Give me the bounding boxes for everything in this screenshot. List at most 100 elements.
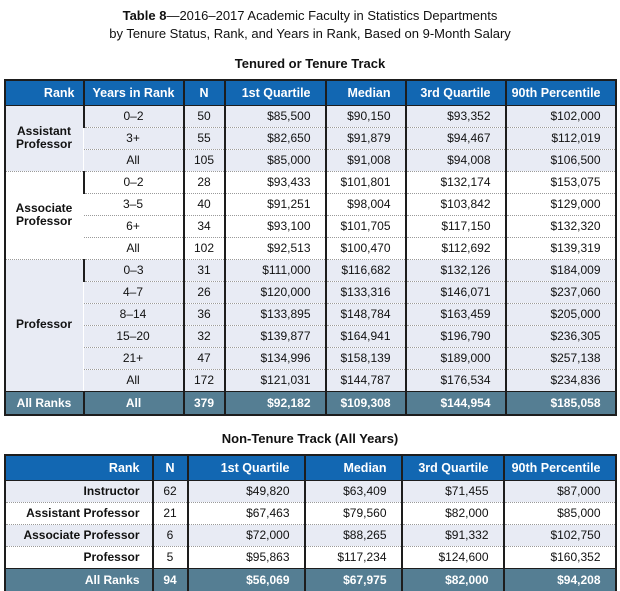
q3-cell: $93,352: [404, 105, 506, 128]
q3-cell: $82,000: [400, 567, 504, 591]
p90-cell: $234,836: [504, 368, 616, 392]
q1-cell: $93,100: [223, 214, 326, 238]
table-row: Associate Professor 6 $72,000 $88,265 $91,33…: [4, 523, 616, 547]
p90-cell: $112,019: [504, 126, 616, 150]
q3-cell: $91,332: [400, 523, 504, 547]
n-cell: 50: [182, 105, 225, 128]
table-row: Professor 5 $95,863 $117,234 $124,600 $160,35…: [4, 545, 616, 569]
q3-cell: $94,467: [404, 126, 506, 150]
n-cell: 102: [182, 236, 225, 260]
tenured-table: Rank Years in Rank N 1st Quartile Median 3rd …: [3, 78, 617, 416]
column-header-3rd-quartile: 3rd Quartile: [400, 454, 504, 481]
median-cell: $88,265: [303, 523, 402, 547]
p90-cell: $257,138: [504, 346, 616, 370]
table-row: 3+ 55 $82,650 $91,879 $94,467 $112,019: [5, 126, 616, 150]
column-header-median: Median: [303, 454, 402, 481]
q1-cell: $120,000: [223, 280, 326, 304]
n-cell: 379: [182, 390, 225, 415]
median-cell: $133,316: [324, 280, 406, 304]
p90-cell: $102,000: [504, 105, 616, 128]
p90-cell: $153,075: [504, 170, 616, 194]
years-cell: 8–14: [83, 302, 184, 326]
years-cell: 3–5: [83, 192, 184, 216]
title-line-1: Table 8—2016–2017 Academic Faculty in St…: [0, 7, 620, 25]
p90-cell: $184,009: [504, 258, 616, 282]
column-header-n: N: [182, 79, 225, 106]
column-header-3rd-quartile: 3rd Quartile: [404, 79, 506, 106]
q1-cell: $92,182: [223, 390, 326, 415]
rank-group-label: Associate Professor: [4, 170, 84, 260]
nontenure-section-title: Non-Tenure Track (All Years): [221, 430, 399, 446]
p90-cell: $160,352: [502, 545, 616, 569]
table-row: Instructor 62 $49,820 $63,409 $71,455 $87,000: [4, 480, 616, 503]
rank-label: Associate Professor: [4, 523, 153, 547]
p90-cell: $237,060: [504, 280, 616, 304]
years-cell: All: [83, 236, 184, 260]
p90-cell: $236,305: [504, 324, 616, 348]
q3-cell: $144,954: [404, 390, 506, 415]
table-row: All 172 $121,031 $144,787 $176,534 $234,836: [5, 368, 616, 392]
table-row: 6+ 34 $93,100 $101,705 $117,150 $132,320: [5, 214, 616, 238]
p90-cell: $132,320: [504, 214, 616, 238]
all-ranks-total-row: All Ranks 94 $56,069 $67,975 $82,000 $94,208: [4, 567, 616, 591]
median-cell: $91,008: [324, 148, 406, 172]
n-cell: 62: [151, 480, 188, 503]
p90-cell: $106,500: [504, 148, 616, 172]
table-number: Table 8: [122, 8, 167, 23]
nontenure-table-body: Instructor 62 $49,820 $63,409 $71,455 $87,000…: [4, 480, 616, 591]
q1-cell: $85,000: [223, 148, 326, 172]
years-cell: 0–2: [82, 170, 184, 194]
q1-cell: $72,000: [186, 523, 305, 547]
q3-cell: $112,692: [404, 236, 506, 260]
p90-cell: $94,208: [502, 567, 616, 591]
column-header-n: N: [151, 454, 188, 481]
q1-cell: $139,877: [223, 324, 326, 348]
n-cell: 34: [182, 214, 225, 238]
median-cell: $164,941: [324, 324, 406, 348]
q3-cell: $82,000: [400, 501, 504, 525]
q1-cell: $133,895: [223, 302, 326, 326]
q1-cell: $67,463: [186, 501, 305, 525]
q1-cell: $134,996: [223, 346, 326, 370]
table-row: All 102 $92,513 $100,470 $112,692 $139,319: [5, 236, 616, 260]
q3-cell: $71,455: [400, 480, 504, 503]
q1-cell: $85,500: [223, 105, 326, 128]
p90-cell: $185,058: [504, 390, 616, 415]
q3-cell: $103,842: [404, 192, 506, 216]
table-row: 8–14 36 $133,895 $148,784 $163,459 $205,000: [5, 302, 616, 326]
rank-label: Professor: [4, 545, 153, 569]
q3-cell: $163,459: [404, 302, 506, 326]
rank-group-label: Professor: [4, 258, 84, 392]
tenured-table-header: Rank Years in Rank N 1st Quartile Median 3rd …: [4, 79, 616, 106]
n-cell: 21: [151, 501, 188, 525]
q3-cell: $189,000: [404, 346, 506, 370]
n-cell: 40: [182, 192, 225, 216]
n-cell: 94: [151, 567, 188, 591]
p90-cell: $129,000: [504, 192, 616, 216]
table-row: Professor 0–3 31 $111,000 $116,682 $132,126 $1…: [4, 258, 616, 392]
q1-cell: $91,251: [223, 192, 326, 216]
table-row: 21+ 47 $134,996 $158,139 $189,000 $257,138: [5, 346, 616, 370]
median-cell: $98,004: [324, 192, 406, 216]
q1-cell: $56,069: [186, 567, 305, 591]
header-row: Rank Years in Rank N 1st Quartile Median 3rd …: [4, 79, 616, 106]
q3-cell: $132,174: [404, 170, 506, 194]
years-cell: All: [83, 368, 184, 392]
column-header-1st-quartile: 1st Quartile: [223, 79, 326, 106]
n-cell: 36: [182, 302, 225, 326]
table-row: Assistant Professor 21 $67,463 $79,560 $82,0…: [4, 501, 616, 525]
median-cell: $116,682: [324, 258, 406, 282]
median-cell: $63,409: [303, 480, 402, 503]
n-cell: 26: [182, 280, 225, 304]
table-row: 15–20 32 $139,877 $164,941 $196,790 $236,305: [5, 324, 616, 348]
p90-cell: $205,000: [504, 302, 616, 326]
column-header-median: Median: [324, 79, 406, 106]
years-cell: All: [82, 390, 184, 415]
median-cell: $148,784: [324, 302, 406, 326]
header-row: Rank N 1st Quartile Median 3rd Quartile 90th …: [4, 454, 616, 481]
document-title: Table 8—2016–2017 Academic Faculty in St…: [0, 0, 620, 43]
years-cell: All: [83, 148, 184, 172]
column-header-years-in-rank: Years in Rank: [82, 79, 184, 106]
n-cell: 105: [182, 148, 225, 172]
